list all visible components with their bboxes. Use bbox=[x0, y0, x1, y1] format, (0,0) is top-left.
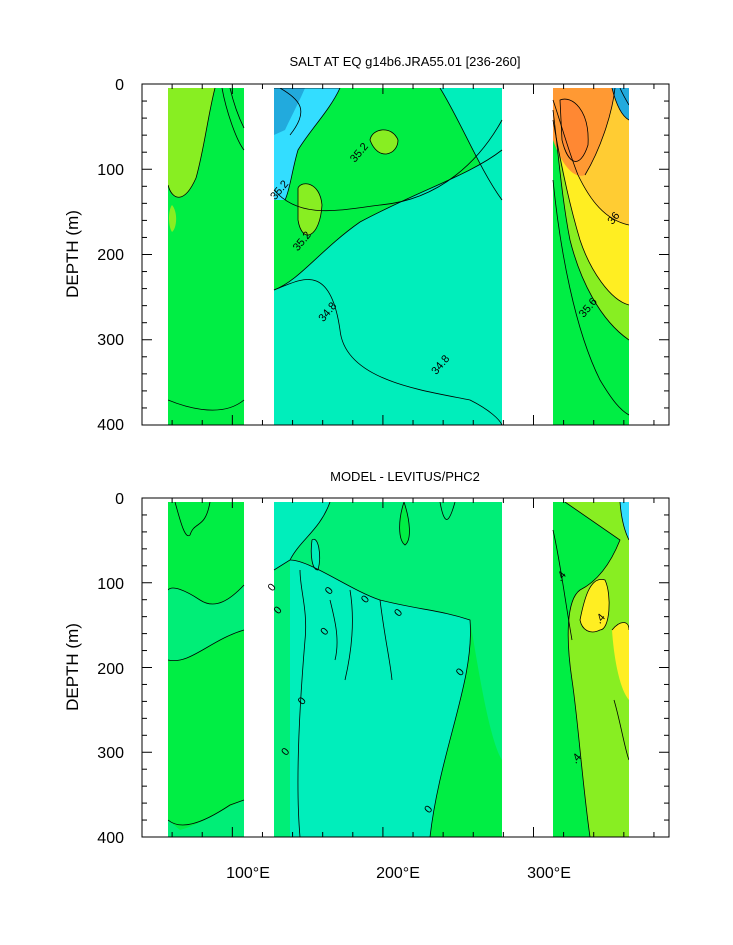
top-region-west-high bbox=[168, 88, 215, 198]
bottom-y-tick: 0 bbox=[115, 491, 124, 508]
top-axis-ticks bbox=[142, 83, 669, 426]
bottom-title: MODEL - LEVITUS/PHC2 bbox=[330, 469, 480, 484]
bottom-panel: MODEL - LEVITUS/PHC2 bbox=[63, 469, 670, 882]
top-region-deep-fresh bbox=[274, 150, 502, 425]
top-title: SALT AT EQ g14b6.JRA55.01 [236-260] bbox=[289, 54, 520, 69]
top-region-mid-blob bbox=[370, 129, 398, 154]
bottom-x-tick-labels: 100°E 200°E 300°E bbox=[226, 865, 571, 882]
top-y-tick: 0 bbox=[115, 77, 124, 94]
bottom-y-tick: 400 bbox=[97, 830, 124, 847]
top-y-tick: 400 bbox=[97, 417, 124, 434]
top-y-tick: 200 bbox=[97, 247, 124, 264]
top-contours bbox=[168, 88, 629, 425]
bottom-axis-ticks bbox=[142, 497, 669, 838]
top-panel: SALT AT EQ g14b6.JRA55.01 [236-260] bbox=[63, 54, 670, 434]
top-y-axis-label: DEPTH (m) bbox=[63, 210, 82, 298]
top-y-tick-labels: 0 100 200 300 400 bbox=[97, 77, 124, 434]
bottom-y-tick: 300 bbox=[97, 745, 124, 762]
top-region-blob bbox=[169, 205, 177, 232]
bottom-y-tick: 200 bbox=[97, 661, 124, 678]
bottom-contours bbox=[168, 502, 629, 837]
bottom-y-tick-labels: 0 100 200 300 400 bbox=[97, 491, 124, 847]
top-y-tick: 100 bbox=[97, 162, 124, 179]
bottom-region-fresh-anomaly bbox=[290, 560, 471, 837]
bottom-x-tick: 300°E bbox=[527, 865, 571, 882]
bottom-x-tick: 100°E bbox=[226, 865, 270, 882]
bottom-x-tick: 200°E bbox=[376, 865, 420, 882]
bottom-y-tick: 100 bbox=[97, 576, 124, 593]
top-y-tick: 300 bbox=[97, 332, 124, 349]
bottom-y-axis-label: DEPTH (m) bbox=[63, 623, 82, 711]
